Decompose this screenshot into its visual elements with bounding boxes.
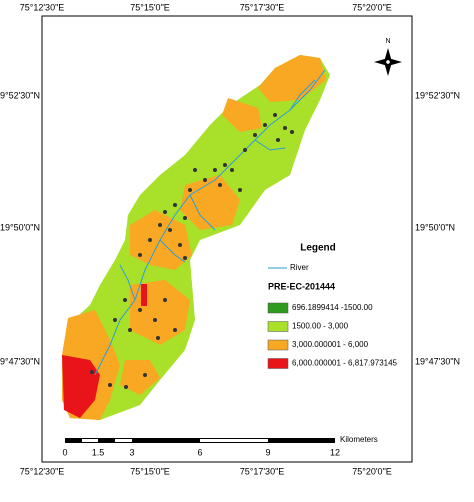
bottom-coord-label: 75°20'0"E — [352, 466, 392, 476]
legend-layer: PRE-EC-201444 — [268, 281, 335, 291]
legend-swatch — [267, 358, 289, 369]
zone — [130, 210, 192, 270]
scale-label: 9 — [265, 447, 270, 457]
legend-swatch — [267, 321, 289, 332]
right-coord-label: 19°47'30"N — [415, 356, 460, 366]
rivers — [94, 69, 326, 376]
zone — [180, 175, 240, 230]
scale-label: 6 — [197, 447, 202, 457]
legend-swatch — [267, 302, 289, 314]
right-coord-label: 19°50'0"N — [415, 222, 455, 232]
legend-label: 696.1899414 -1500.00 — [292, 303, 373, 312]
left-coord-label: 19°47'30"N — [0, 356, 40, 366]
scale-label: 1.5 — [92, 447, 105, 457]
zone — [222, 98, 262, 132]
legend-label: 3,000.000001 - 6,000 — [292, 340, 369, 349]
sample-points — [90, 113, 294, 389]
legend-swatch — [267, 339, 289, 351]
scale-unit: Kilometers — [340, 435, 378, 444]
river — [189, 194, 216, 231]
north-label: N — [385, 38, 390, 45]
bottom-coord-label: 75°17'30"E — [240, 466, 285, 476]
river — [254, 139, 286, 151]
top-coord-label: 75°12'30"E — [20, 2, 65, 12]
legend-label: 6,000.000001 - 6,817.973145 — [292, 359, 398, 368]
legend-title: Legend — [300, 243, 336, 254]
bottom-coord-label: 75°12'30"E — [20, 466, 65, 476]
scale-label: 3 — [129, 447, 134, 457]
zone — [258, 55, 326, 102]
north-arrow: N — [374, 38, 402, 76]
zone-high — [141, 284, 147, 306]
top-coord-label: 75°15'0"E — [130, 2, 170, 12]
bottom-coord-label: 75°15'0"E — [130, 466, 170, 476]
legend-river: River — [290, 263, 309, 272]
scale-label: 12 — [330, 447, 340, 457]
river — [119, 264, 136, 301]
river — [159, 239, 186, 263]
top-coord-label: 75°20'0"E — [352, 2, 392, 12]
scale-bar — [65, 438, 335, 443]
legend-items: 696.1899414 -1500.00 1500.00 - 3,000 3,000… — [267, 302, 398, 369]
right-coord-label: 19°52'30"N — [415, 90, 460, 100]
scale-label: 0 — [62, 447, 67, 457]
top-coord-label: 75°17'30"E — [240, 2, 285, 12]
zone — [120, 360, 160, 395]
left-coord-label: 19°50'0"N — [0, 222, 40, 232]
legend-label: 1500.00 - 3,000 — [292, 322, 349, 331]
left-coord-label: 19°52'30"N — [0, 90, 40, 100]
river — [289, 79, 316, 111]
